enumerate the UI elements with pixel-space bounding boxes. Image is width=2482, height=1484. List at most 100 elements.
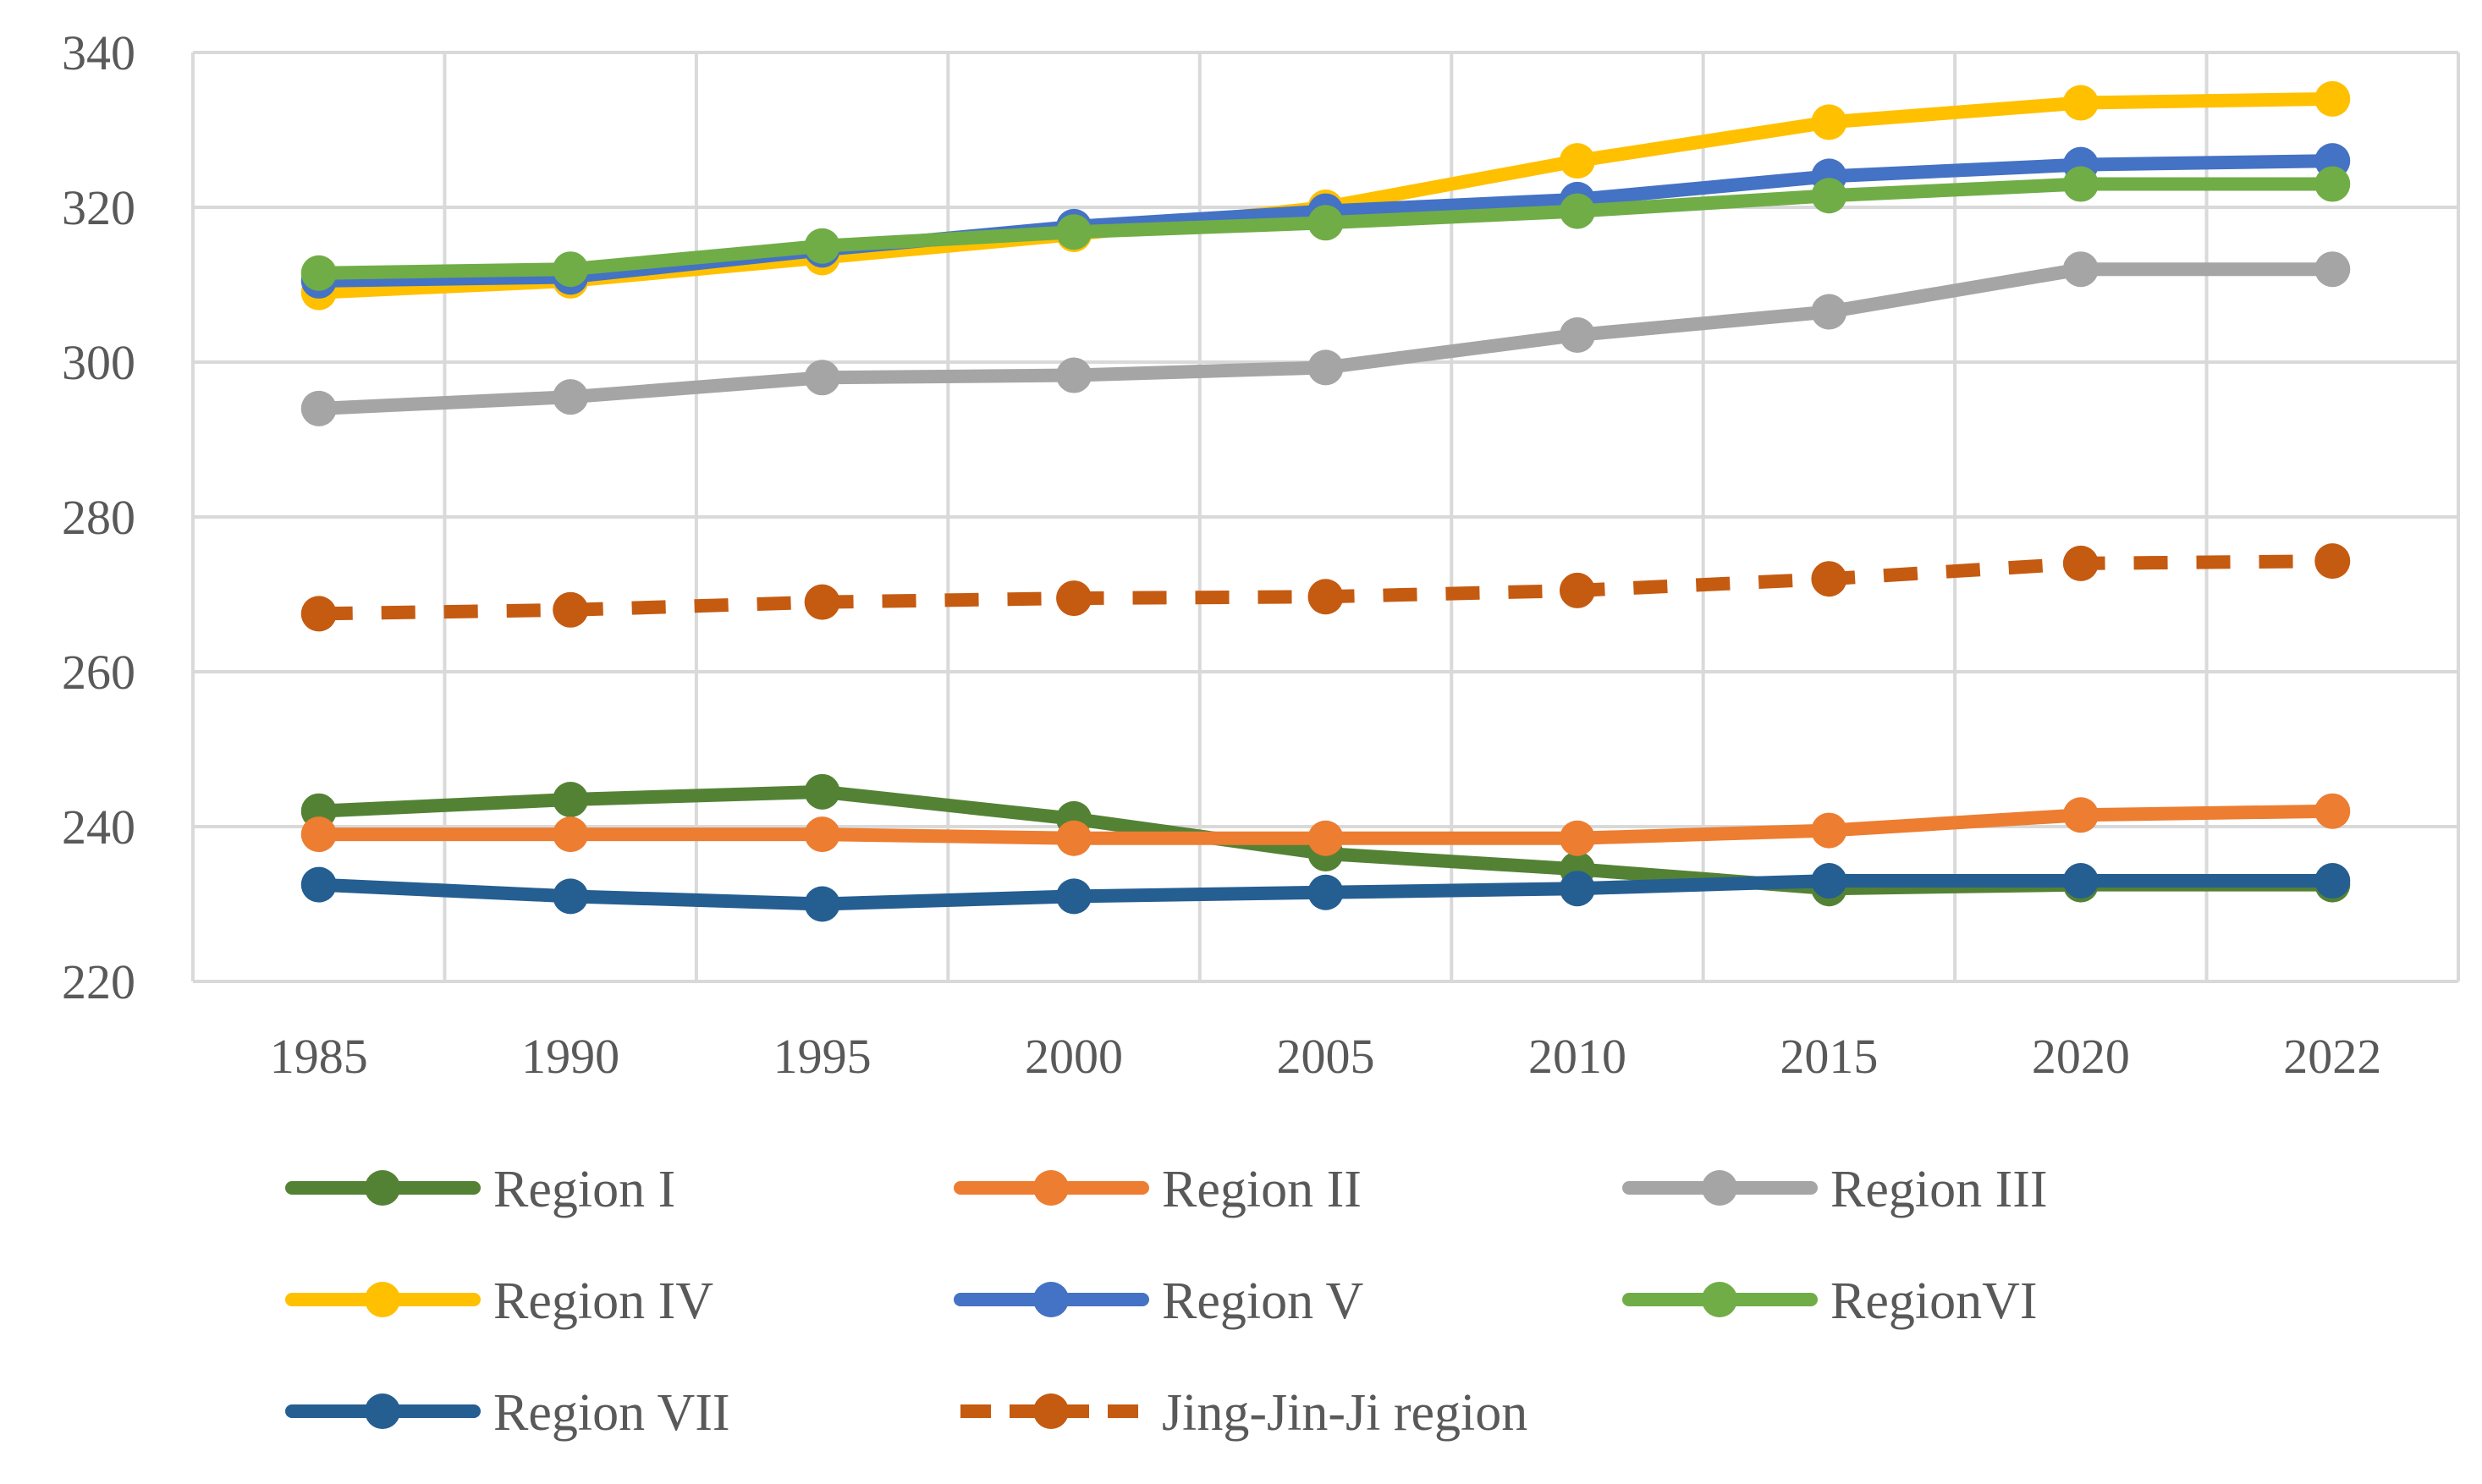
legend-item: Region IV: [285, 1272, 713, 1330]
data-point: [1559, 820, 1595, 856]
x-tick-label: 2005: [1277, 1029, 1375, 1084]
data-point: [553, 591, 589, 628]
y-axis-ticks: 220 240 260 280 300 320 340: [62, 25, 135, 1009]
legend-swatch-marker: [1033, 1282, 1069, 1317]
data-point: [1559, 143, 1595, 179]
data-point: [804, 360, 840, 396]
data-point: [1811, 178, 1847, 214]
x-tick-label: 1990: [521, 1029, 619, 1084]
data-point: [1559, 871, 1595, 907]
data-point: [2062, 166, 2099, 202]
data-point: [2314, 166, 2351, 202]
x-tick-label: 2022: [2283, 1029, 2381, 1084]
series-jing-jin-ji-region: [300, 543, 2351, 632]
y-tick-label: 220: [62, 954, 135, 1009]
data-point: [553, 816, 589, 853]
data-point: [1307, 579, 1344, 615]
data-point: [2314, 863, 2351, 899]
data-point: [1307, 820, 1344, 856]
legend-item: Region III: [1622, 1161, 2048, 1218]
data-point: [2314, 793, 2351, 829]
data-point: [553, 878, 589, 915]
data-point: [1307, 205, 1344, 241]
data-point: [1811, 561, 1847, 597]
data-point: [804, 886, 840, 922]
legend-label: Region I: [493, 1161, 675, 1218]
y-tick-label: 320: [62, 180, 135, 235]
data-point: [804, 584, 840, 620]
x-tick-label: 2015: [1780, 1029, 1878, 1084]
legend: Region I Region II Region III Region IV Regi…: [285, 1161, 2048, 1442]
series-region-ii: [300, 793, 2351, 856]
data-point: [1056, 580, 1092, 617]
x-tick-label: 1995: [773, 1029, 872, 1084]
data-point: [2062, 545, 2099, 581]
data-point: [1307, 874, 1344, 910]
data-point: [553, 251, 589, 288]
legend-item: Region I: [285, 1161, 675, 1218]
data-point: [2062, 85, 2099, 121]
data-point: [300, 816, 337, 853]
legend-label: Region V: [1162, 1272, 1363, 1330]
y-tick-label: 280: [62, 490, 135, 545]
legend-label: Region III: [1830, 1161, 2048, 1218]
x-tick-label: 2020: [2032, 1029, 2130, 1084]
data-point: [300, 255, 337, 291]
data-point: [1811, 812, 1847, 849]
legend-item: RegionVI: [1622, 1272, 2038, 1330]
data-point: [2314, 80, 2351, 117]
data-point: [1307, 349, 1344, 386]
data-point: [1559, 316, 1595, 353]
y-tick-label: 340: [62, 25, 135, 80]
data-point: [300, 596, 337, 632]
data-point: [1811, 863, 1847, 899]
legend-label: Region II: [1162, 1161, 1362, 1218]
data-point: [2062, 863, 2099, 899]
data-point: [300, 866, 337, 903]
x-tick-label: 1985: [270, 1029, 368, 1084]
legend-item: Region V: [954, 1272, 1363, 1330]
data-point: [2314, 251, 2351, 288]
y-tick-label: 300: [62, 335, 135, 390]
series-region-vii: [300, 863, 2351, 922]
data-point: [804, 773, 840, 810]
data-point: [1056, 820, 1092, 856]
data-point: [2062, 251, 2099, 288]
legend-item: Jing-Jin-Ji region: [960, 1384, 1527, 1442]
data-point: [553, 379, 589, 415]
data-point: [2062, 797, 2099, 833]
y-tick-label: 260: [62, 645, 135, 700]
legend-swatch-marker: [365, 1170, 400, 1206]
data-point: [1056, 357, 1092, 393]
legend-swatch-marker: [1033, 1393, 1069, 1429]
series-region-iii: [300, 251, 2351, 426]
data-point: [804, 228, 840, 264]
x-tick-label: 2010: [1528, 1029, 1626, 1084]
data-point: [1811, 104, 1847, 140]
legend-label: RegionVI: [1830, 1272, 2038, 1330]
legend-label: Region VII: [493, 1384, 730, 1442]
data-point: [1811, 294, 1847, 330]
data-point: [1559, 572, 1595, 608]
x-axis-ticks: 1985 1990 1995 2000 2005 2010 2015 2020 2022: [270, 1029, 2382, 1084]
legend-swatch-marker: [1702, 1282, 1737, 1317]
data-point: [2314, 543, 2351, 580]
data-point: [1559, 193, 1595, 229]
legend-swatch-marker: [365, 1282, 400, 1317]
legend-label: Region IV: [493, 1272, 713, 1330]
legend-swatch-marker: [1033, 1170, 1069, 1206]
data-point: [553, 781, 589, 817]
data-point: [1056, 878, 1092, 915]
x-tick-label: 2000: [1025, 1029, 1123, 1084]
series-regionvi: [300, 166, 2351, 291]
legend-item: Region VII: [285, 1384, 730, 1442]
legend-item: Region II: [954, 1161, 1362, 1218]
legend-swatch-marker: [1702, 1170, 1737, 1206]
series-lines: [300, 80, 2351, 922]
series-line: [311, 262, 2340, 415]
y-tick-label: 240: [62, 800, 135, 855]
data-point: [300, 390, 337, 426]
data-point: [804, 816, 840, 853]
data-point: [1056, 214, 1092, 250]
